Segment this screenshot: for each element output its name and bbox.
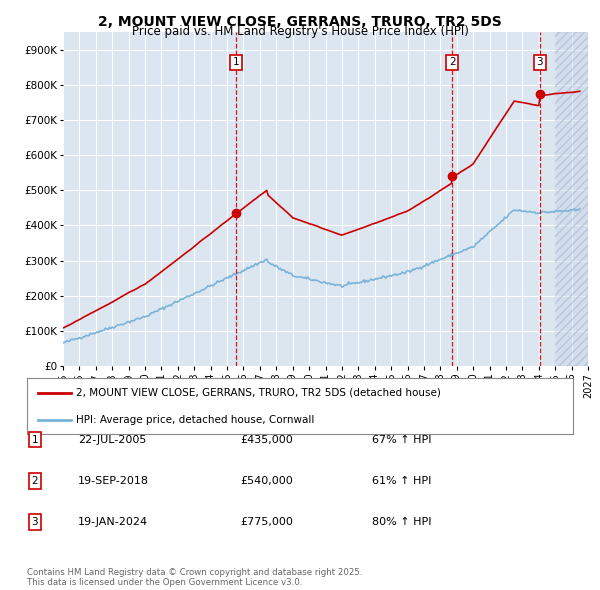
Text: Price paid vs. HM Land Registry's House Price Index (HPI): Price paid vs. HM Land Registry's House … bbox=[131, 25, 469, 38]
Text: 3: 3 bbox=[536, 57, 543, 67]
Text: 22-JUL-2005: 22-JUL-2005 bbox=[78, 435, 146, 444]
Text: 80% ↑ HPI: 80% ↑ HPI bbox=[372, 517, 431, 527]
Text: 2: 2 bbox=[449, 57, 455, 67]
Text: £540,000: £540,000 bbox=[240, 476, 293, 486]
Text: 1: 1 bbox=[233, 57, 239, 67]
Bar bbox=[555, 32, 588, 366]
Text: £435,000: £435,000 bbox=[240, 435, 293, 444]
Text: 3: 3 bbox=[31, 517, 38, 527]
Text: £775,000: £775,000 bbox=[240, 517, 293, 527]
Text: 1: 1 bbox=[31, 435, 38, 444]
Text: HPI: Average price, detached house, Cornwall: HPI: Average price, detached house, Corn… bbox=[76, 415, 314, 425]
Text: 2, MOUNT VIEW CLOSE, GERRANS, TRURO, TR2 5DS: 2, MOUNT VIEW CLOSE, GERRANS, TRURO, TR2… bbox=[98, 15, 502, 29]
Text: Contains HM Land Registry data © Crown copyright and database right 2025.
This d: Contains HM Land Registry data © Crown c… bbox=[27, 568, 362, 587]
Text: 19-SEP-2018: 19-SEP-2018 bbox=[78, 476, 149, 486]
Text: 61% ↑ HPI: 61% ↑ HPI bbox=[372, 476, 431, 486]
Text: 2: 2 bbox=[31, 476, 38, 486]
Text: 67% ↑ HPI: 67% ↑ HPI bbox=[372, 435, 431, 444]
Text: 19-JAN-2024: 19-JAN-2024 bbox=[78, 517, 148, 527]
Text: 2, MOUNT VIEW CLOSE, GERRANS, TRURO, TR2 5DS (detached house): 2, MOUNT VIEW CLOSE, GERRANS, TRURO, TR2… bbox=[76, 388, 441, 398]
